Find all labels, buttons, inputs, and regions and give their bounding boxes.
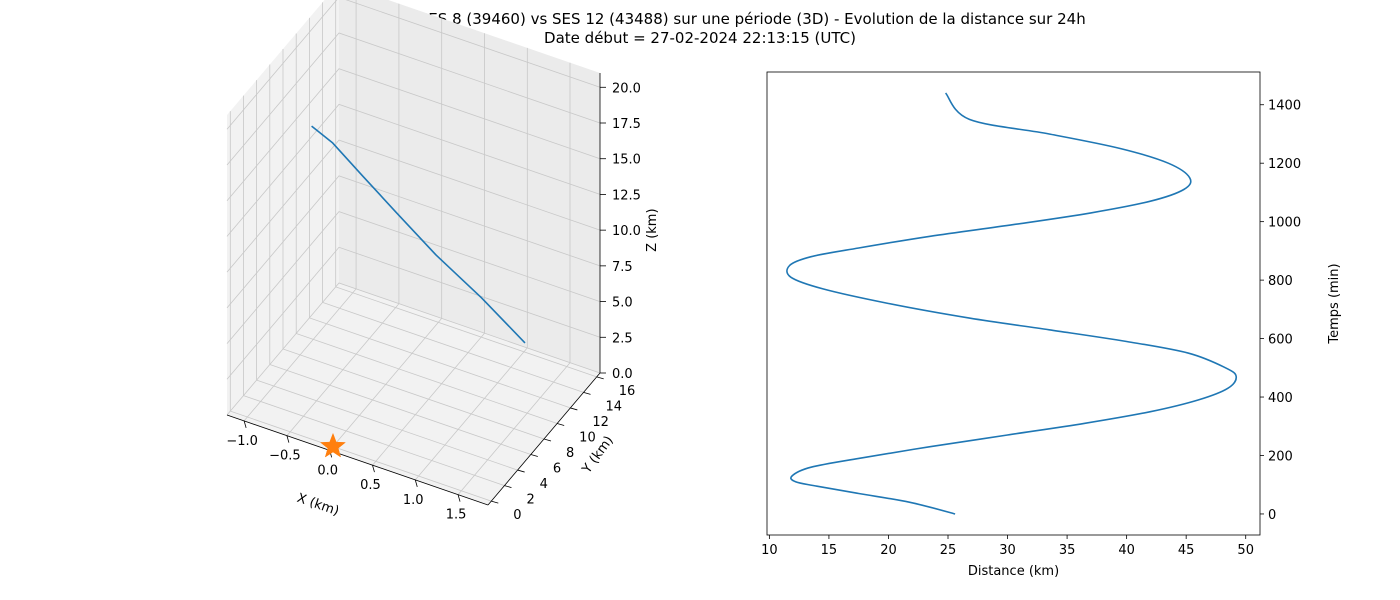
z-tick-label: 7.5 xyxy=(612,260,633,275)
y-tick-label: 2 xyxy=(526,493,534,508)
y-tick xyxy=(583,392,591,395)
x-tick-label: −1.0 xyxy=(226,434,258,449)
z-axis-label: Z (km) xyxy=(645,208,660,251)
gridline-z xyxy=(226,282,601,416)
y-axis-label: Temps (min) xyxy=(1327,263,1342,344)
x-tick-label: 35 xyxy=(1059,543,1076,558)
x-tick-label: −0.5 xyxy=(269,449,301,464)
y-tick xyxy=(517,469,525,473)
y-tick xyxy=(543,438,552,442)
x-axis-label: Distance (km) xyxy=(968,564,1059,579)
chart-distance-time: 10 15 20 25 30 35 40 45 50 0 200 400 600 800 1000 1200 1… xyxy=(761,71,1342,579)
x-tick-label: 45 xyxy=(1178,543,1195,558)
y-tick-label: 1200 xyxy=(1268,157,1301,172)
distance-line xyxy=(786,92,1238,515)
x-tick xyxy=(457,494,461,502)
z-tick-label: 2.5 xyxy=(612,331,633,346)
title-line-1: Mvt relatif de SES 8 (39460) vs SES 12 (… xyxy=(314,10,1086,28)
z-tick-label: 5.0 xyxy=(612,296,633,311)
y-tick-label: 0 xyxy=(1268,508,1276,523)
x-tick-label: 10 xyxy=(761,543,778,558)
y-tick-label: 4 xyxy=(540,477,548,492)
x-tick-label: 15 xyxy=(821,543,838,558)
x-tick-label: 1.5 xyxy=(446,508,467,523)
gridline-z xyxy=(226,68,601,201)
origin-star-marker xyxy=(319,432,346,458)
x-tick-label: 0.0 xyxy=(317,463,338,478)
x-tick-label: 30 xyxy=(999,543,1016,558)
z-tick-label: 15.0 xyxy=(612,153,641,168)
title-line-2: Date début = 27-02-2024 22:13:15 (UTC) xyxy=(544,29,856,47)
x-tick xyxy=(414,479,418,488)
x-tick xyxy=(372,465,375,473)
y-tick-label: 200 xyxy=(1268,449,1293,464)
y-tick-label: 10 xyxy=(579,430,596,445)
y-tick-label: 1000 xyxy=(1268,216,1301,231)
y-tick-label: 1400 xyxy=(1268,99,1301,114)
gridline-z xyxy=(226,0,601,130)
gridline-z xyxy=(226,246,601,380)
y-tick xyxy=(504,485,512,488)
y-tick-label: 600 xyxy=(1268,333,1293,348)
figure-title: Mvt relatif de SES 8 (39460) vs SES 12 (… xyxy=(0,10,1400,48)
pane-back-wall xyxy=(339,0,600,373)
y-tick xyxy=(557,423,565,426)
y-tick-label: 12 xyxy=(592,415,609,430)
y-tick-label: 800 xyxy=(1268,274,1293,289)
y-tick xyxy=(491,500,499,504)
y-tick-label: 6 xyxy=(553,462,561,477)
gridline-z xyxy=(226,32,601,166)
plot-frame xyxy=(766,71,1261,536)
gridline-z xyxy=(226,103,601,237)
y-tick xyxy=(530,454,538,457)
y-tick-label: 0 xyxy=(513,508,521,523)
z-tick-label: 10.0 xyxy=(612,224,641,239)
trajectory-line xyxy=(311,125,526,344)
x-tick xyxy=(286,435,290,443)
x-tick-label: 20 xyxy=(880,543,897,558)
y-tick xyxy=(570,407,578,411)
z-tick-label: 12.5 xyxy=(612,188,641,203)
gridline-z xyxy=(226,175,601,309)
z-tick-label: 17.5 xyxy=(612,117,641,132)
y-tick-label: 14 xyxy=(606,399,623,414)
gridline-z xyxy=(226,139,601,273)
z-tick-label: 20.0 xyxy=(612,81,641,96)
x-tick-label: 50 xyxy=(1237,543,1254,558)
y-tick-label: 16 xyxy=(619,384,636,399)
x-tick-label: 1.0 xyxy=(403,493,424,508)
x-tick-label: 25 xyxy=(940,543,957,558)
x-tick-label: 0.5 xyxy=(360,478,381,493)
gridline-z xyxy=(226,211,601,344)
x-tick-label: 40 xyxy=(1118,543,1135,558)
x-axis-label: X (km) xyxy=(295,491,341,519)
x-axis-line xyxy=(226,414,489,506)
y-tick xyxy=(596,376,604,380)
y-tick-label: 400 xyxy=(1268,391,1293,406)
y-tick-label: 8 xyxy=(566,446,574,461)
z-tick-label: 0.0 xyxy=(612,367,633,382)
x-tick xyxy=(243,420,247,429)
